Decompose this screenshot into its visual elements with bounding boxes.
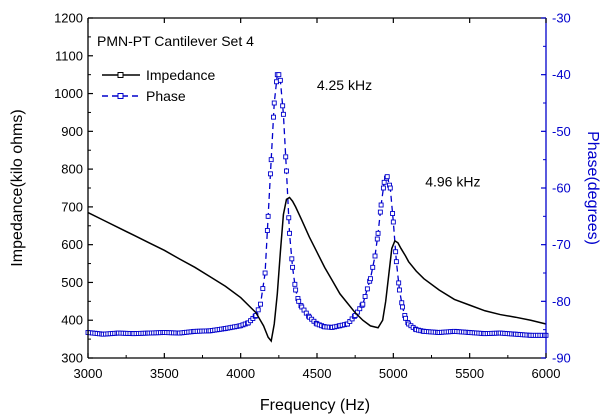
phase-marker — [384, 174, 390, 180]
legend: Impedance Phase — [102, 67, 215, 104]
phase-marker — [293, 287, 299, 293]
phase-marker — [262, 270, 268, 276]
legend-phase-marker — [117, 93, 124, 99]
plot-layer — [85, 72, 549, 343]
x-tick-label: 5000 — [379, 366, 408, 381]
phase-marker — [390, 211, 396, 216]
y-right-tick-label: -90 — [552, 351, 571, 366]
phase-marker — [283, 154, 289, 160]
phase-marker — [258, 301, 263, 307]
phase-marker — [400, 304, 405, 310]
phase-marker — [403, 315, 408, 321]
phase-marker — [390, 219, 396, 225]
peak-annotation: 4.96 kHz — [425, 173, 480, 189]
axes-layer: 3000 3500 4000 4500 5000 5500 6000 300 400 500 600… — [54, 11, 571, 382]
x-axis-title: Frequency (Hz) — [260, 397, 370, 414]
x-tick-label: 3000 — [74, 366, 103, 381]
phase-line — [87, 74, 546, 336]
y-right-tick-label: -40 — [552, 67, 571, 82]
phase-marker — [393, 259, 399, 265]
y-right-axis-title: Phase(degrees) — [584, 131, 601, 245]
phase-marker — [378, 202, 384, 208]
phase-marker — [362, 294, 368, 299]
phase-marker — [292, 281, 298, 287]
y-right-tick-label: -80 — [552, 294, 571, 309]
phase-marker — [271, 114, 276, 120]
phase-marker — [260, 286, 266, 292]
y-right-tick-label: -50 — [552, 124, 571, 139]
phase-marker — [265, 213, 271, 219]
y-left-axis-title: Impedance(kilo ohms) — [9, 109, 26, 266]
phase-marker — [286, 215, 292, 221]
phase-marker — [276, 72, 282, 78]
y-left-tick-label: 500 — [61, 275, 83, 290]
phase-marker — [393, 249, 399, 255]
y-right-tick-label: -70 — [552, 237, 571, 252]
y-left-tick-label: 400 — [61, 313, 83, 328]
phase-marker — [367, 276, 373, 282]
phase-marker — [377, 209, 383, 215]
phase-marker — [399, 300, 405, 306]
impedance-line — [87, 196, 547, 343]
y-left-tick-label: 900 — [61, 124, 83, 139]
phase-marker — [255, 307, 261, 313]
y-left-tick-label: 600 — [61, 237, 83, 252]
phase-marker — [372, 253, 378, 259]
x-tick-label: 4500 — [303, 366, 332, 381]
phase-marker — [290, 264, 296, 270]
x-tick-label: 4000 — [226, 366, 255, 381]
x-tick-label: 5500 — [455, 366, 484, 381]
y-left-tick-label: 1200 — [54, 11, 83, 26]
chart-title: PMN-PT Cantilever Set 4 — [97, 33, 254, 49]
y-left-tick-label: 300 — [61, 351, 83, 366]
y-left-tick-label: 800 — [61, 162, 83, 177]
legend-phase-label: Phase — [146, 88, 186, 104]
y-right-tick-label: -60 — [552, 181, 571, 196]
phase-marker — [360, 301, 366, 307]
phase-marker — [374, 236, 380, 242]
legend-impedance-label: Impedance — [146, 67, 215, 83]
phase-marker — [289, 256, 295, 262]
peak-annotation: 4.25 kHz — [317, 77, 372, 93]
phase-marker — [271, 100, 277, 106]
phase-marker — [267, 171, 273, 177]
phase-marker — [370, 264, 376, 270]
y-left-tick-label: 1000 — [54, 86, 83, 101]
phase-marker — [284, 168, 289, 174]
phase-marker — [280, 111, 286, 117]
phase-marker — [268, 157, 274, 163]
phase-marker — [287, 230, 292, 236]
phase-marker — [364, 286, 370, 292]
y-left-tick-label: 700 — [61, 199, 83, 214]
x-tick-label: 6000 — [532, 366, 561, 381]
y-right-tick-label: -30 — [552, 11, 571, 26]
phase-marker — [396, 287, 402, 293]
phase-marker — [380, 185, 386, 191]
phase-marker — [264, 228, 270, 233]
phase-marker — [381, 179, 387, 185]
x-tick-label: 3500 — [150, 366, 179, 381]
phase-marker — [396, 280, 402, 286]
phase-marker — [387, 185, 393, 191]
y-left-tick-label: 1100 — [55, 48, 83, 63]
phase-marker — [296, 298, 302, 304]
phase-marker — [280, 103, 286, 109]
legend-impedance-marker — [117, 72, 124, 78]
phase-marker — [375, 230, 381, 236]
phase-marker — [277, 77, 283, 83]
